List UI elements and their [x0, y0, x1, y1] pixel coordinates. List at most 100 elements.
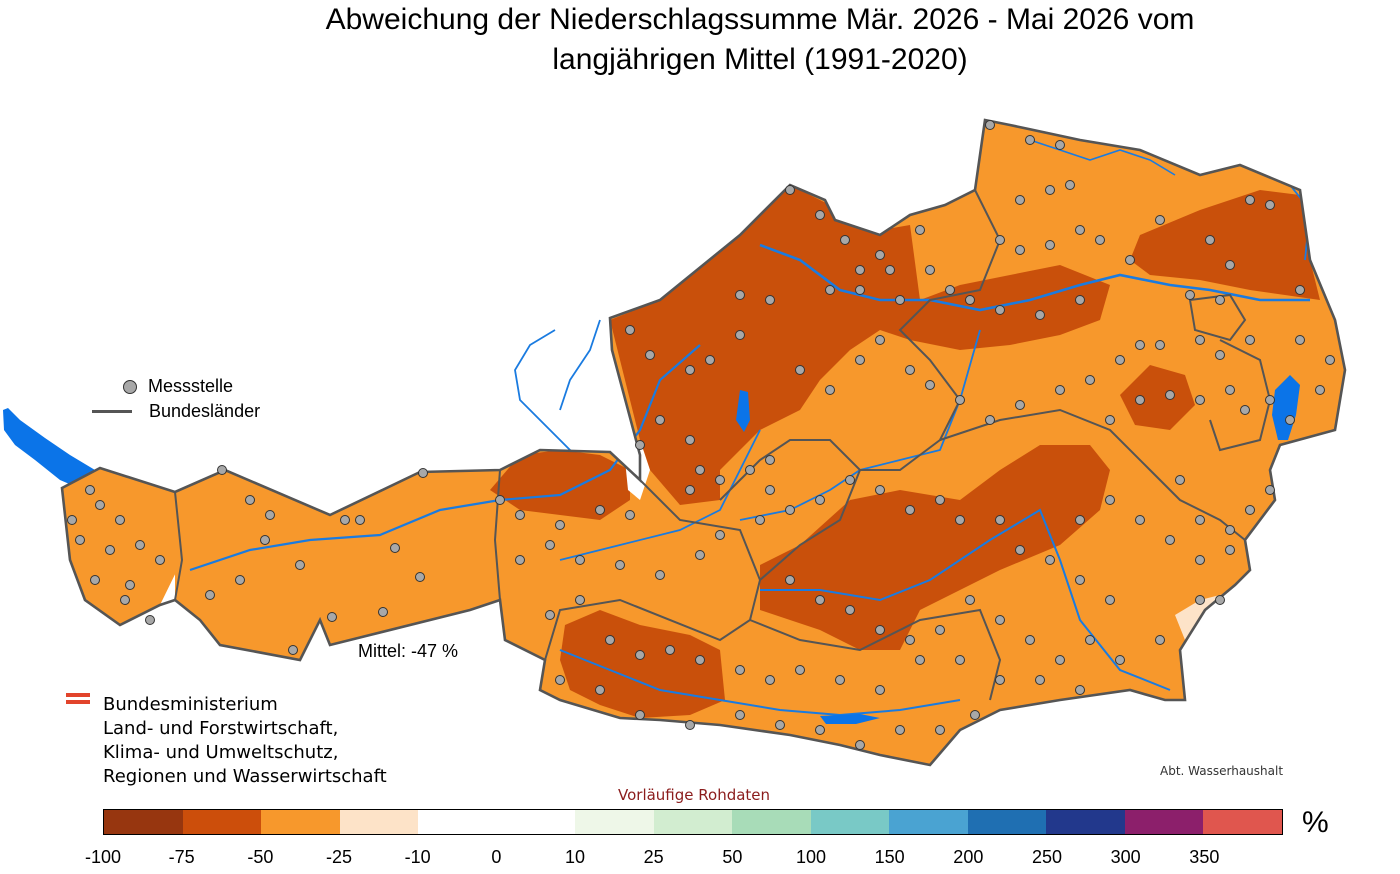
- station-marker: [1285, 415, 1295, 425]
- river-salzach: [559, 429, 761, 561]
- station-marker: [260, 535, 270, 545]
- ministry-line-4: Regionen und Wasserwirtschaft: [103, 766, 387, 787]
- station-marker: [1225, 525, 1235, 535]
- color-scale-bar: [103, 809, 1283, 835]
- station-marker: [935, 625, 945, 635]
- station-marker: [288, 645, 298, 655]
- deficit-zone-northeast: [1130, 190, 1320, 300]
- river-danube: [759, 243, 1310, 312]
- station-marker: [765, 675, 775, 685]
- station-marker: [915, 225, 925, 235]
- station-marker: [555, 520, 565, 530]
- station-marker: [1265, 485, 1275, 495]
- scale-swatch: [1046, 810, 1125, 834]
- station-marker: [1225, 385, 1235, 395]
- station-marker: [1215, 350, 1225, 360]
- station-marker: [1055, 655, 1065, 665]
- color-scale-ticks: -100 -75 -50 -25 -10 0 10 25 50 100 150 200 250 300 35…: [85, 847, 1283, 869]
- station-marker: [745, 465, 755, 475]
- station-marker: [575, 555, 585, 565]
- station-marker: [735, 290, 745, 300]
- station-marker: [265, 510, 275, 520]
- station-marker: [735, 330, 745, 340]
- station-marker: [1015, 545, 1025, 555]
- scale-tick-label: 10: [564, 847, 586, 867]
- scale-swatch: [653, 810, 733, 834]
- station-marker: [1165, 535, 1175, 545]
- station-marker: [855, 265, 865, 275]
- station-marker: [965, 295, 975, 305]
- station-markers: [67, 120, 1335, 750]
- station-marker: [875, 625, 885, 635]
- station-marker: [1245, 335, 1255, 345]
- station-marker: [855, 740, 865, 750]
- station-marker: [855, 285, 865, 295]
- preliminary-data-note: Vorläufige Rohdaten: [618, 786, 771, 804]
- station-marker: [875, 335, 885, 345]
- station-marker: [1135, 340, 1145, 350]
- scale-swatch: [104, 810, 183, 834]
- lake-attersee: [736, 390, 750, 432]
- station-marker: [1265, 395, 1275, 405]
- station-marker: [825, 285, 835, 295]
- station-marker: [955, 395, 965, 405]
- station-marker: [1205, 235, 1215, 245]
- scale-swatch: [1124, 810, 1204, 834]
- station-marker: [1015, 245, 1025, 255]
- station-marker: [1135, 515, 1145, 525]
- station-marker: [1315, 385, 1325, 395]
- scale-tick-label: -10: [404, 847, 431, 867]
- station-marker: [945, 285, 955, 295]
- station-marker: [145, 615, 155, 625]
- station-marker: [885, 265, 895, 275]
- station-marker: [1295, 335, 1305, 345]
- ministry-line-1: Bundesministerium: [103, 694, 278, 715]
- station-marker: [835, 675, 845, 685]
- station-marker: [135, 540, 145, 550]
- scale-swatch: [967, 810, 1047, 834]
- station-marker: [905, 365, 915, 375]
- station-marker: [1185, 290, 1195, 300]
- station-marker: [1215, 595, 1225, 605]
- station-marker: [1245, 505, 1255, 515]
- station-marker: [655, 570, 665, 580]
- station-marker: [685, 485, 695, 495]
- station-marker: [1115, 655, 1125, 665]
- station-marker: [695, 465, 705, 475]
- station-marker: [605, 635, 615, 645]
- station-marker: [735, 710, 745, 720]
- map-legend: Messstelle Bundesländer: [92, 374, 260, 424]
- legend-station-label: Messstelle: [148, 376, 234, 396]
- station-marker: [245, 495, 255, 505]
- department-credit: Abt. Wasserhaushalt: [1160, 764, 1284, 778]
- station-marker: [295, 560, 305, 570]
- scale-swatch: [496, 810, 576, 834]
- station-marker: [217, 465, 227, 475]
- station-marker: [785, 505, 795, 515]
- station-marker: [1155, 635, 1165, 645]
- station-marker: [1175, 475, 1185, 485]
- station-marker: [765, 485, 775, 495]
- austria-flag-icon: [66, 693, 90, 707]
- scale-tick-label: 100: [795, 847, 827, 867]
- station-marker: [1075, 685, 1085, 695]
- station-marker: [1015, 195, 1025, 205]
- station-marker: [1195, 555, 1205, 565]
- station-marker: [855, 355, 865, 365]
- scale-swatch: [732, 810, 811, 834]
- station-marker: [1045, 555, 1055, 565]
- station-marker: [925, 380, 935, 390]
- station-marker: [795, 365, 805, 375]
- station-marker: [995, 675, 1005, 685]
- station-marker: [925, 265, 935, 275]
- station-marker: [115, 515, 125, 525]
- station-marker: [1155, 340, 1165, 350]
- river-mur: [760, 508, 1171, 691]
- station-marker: [1195, 595, 1205, 605]
- station-marker: [615, 560, 625, 570]
- station-marker: [665, 645, 675, 655]
- station-marker: [1085, 635, 1095, 645]
- station-marker: [1125, 255, 1135, 265]
- station-marker: [1135, 395, 1145, 405]
